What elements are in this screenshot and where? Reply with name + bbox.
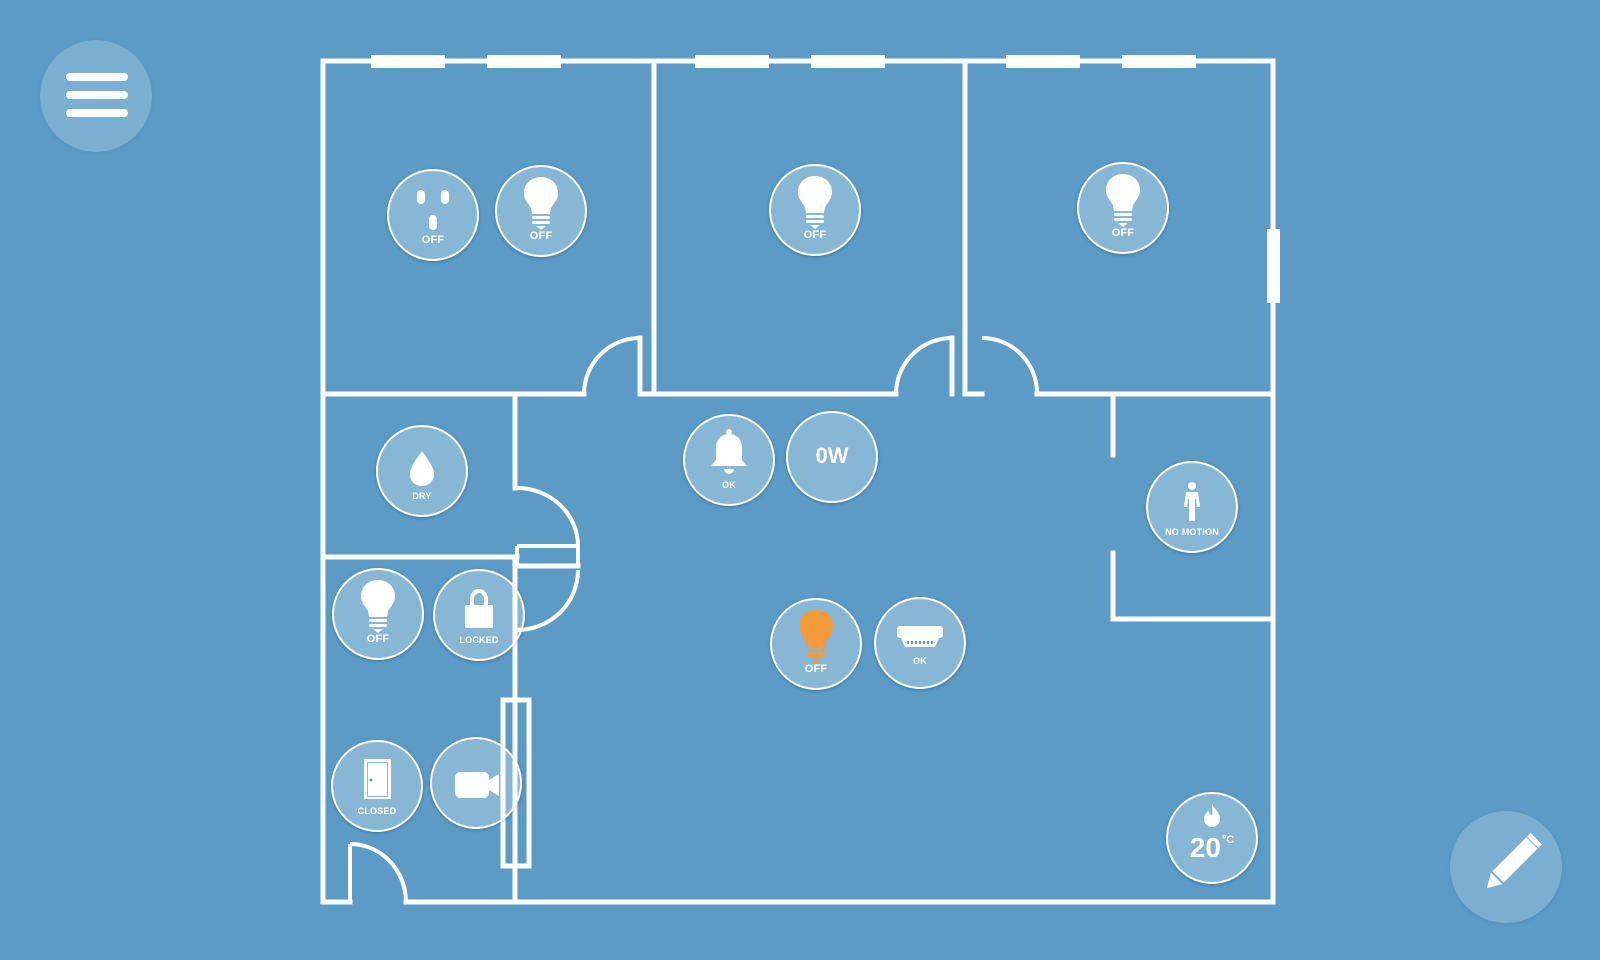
light-bedroom3-status: OFF [1111,227,1135,239]
door-lock-status: LOCKED [459,635,499,645]
outlet-icon [417,190,449,230]
door-swing [981,336,1040,395]
alarm-device[interactable]: OK [683,414,775,506]
lightbulb-icon [798,176,832,229]
smoke-detector-status: OK [913,656,927,666]
door-lock-device[interactable]: LOCKED [433,569,525,661]
person-icon [1184,482,1200,521]
menu-button[interactable] [40,40,152,152]
water-drop-icon [410,451,434,486]
lightbulb-icon [524,177,558,230]
light-bedroom2-status: OFF [803,229,827,241]
water-sensor-device[interactable]: DRY [376,425,468,517]
alarm-status: OK [722,480,736,490]
hamburger-icon [66,73,128,117]
light-bedroom2-device[interactable]: OFF [769,164,861,256]
motion-sensor-status: NO MOTION [1165,527,1219,537]
pencil-icon [1486,833,1542,889]
light-bedroom1-status: OFF [529,230,553,242]
light-bathroom-device[interactable]: OFF [332,568,424,660]
motion-sensor-device[interactable]: NO MOTION [1146,461,1238,553]
window [487,55,561,68]
door-swing [349,842,408,903]
padlock-icon [465,589,493,628]
water-sensor-status: DRY [412,491,432,501]
edit-button[interactable] [1450,811,1562,923]
window [371,55,445,68]
outer-wall [320,58,1276,905]
door-swing [516,569,580,632]
smoke-detector-device[interactable]: OK [874,597,966,689]
window [1122,55,1196,68]
video-camera-icon [455,772,499,798]
light-living-device[interactable]: OFF [770,598,862,690]
window [811,55,885,68]
light-living-status: OFF [804,663,828,675]
window [1267,229,1280,303]
door-sensor-status: CLOSED [357,806,397,816]
power-meter-device[interactable]: 0W [786,411,878,503]
wall [512,554,581,569]
thermostat-value: 20 [1189,832,1221,863]
flame-icon [1204,804,1220,827]
wall [1110,550,1276,622]
window [1006,55,1080,68]
light-bathroom-status: OFF [366,633,390,645]
smoke-detector-icon [897,626,943,647]
camera-device[interactable] [430,737,522,829]
lightbulb-icon [1106,174,1140,227]
door-icon [364,759,391,799]
window [695,55,769,68]
bell-icon [711,429,747,474]
thermostat-device[interactable]: 20°C [1166,792,1258,884]
power-meter-value: 0W [815,443,849,468]
door-sensor-device[interactable]: CLOSED [331,740,423,832]
door-swing [582,336,641,395]
door-swing [894,336,953,395]
thermostat-unit: °C [1221,834,1235,846]
lightbulb-icon [799,610,833,663]
door-swing [516,486,580,547]
light-bedroom1-device[interactable]: OFF [495,165,587,257]
thermostat-reading: 20°C [1168,832,1256,864]
outlet-device[interactable]: OFF [387,169,479,261]
lightbulb-icon [361,580,395,633]
light-bedroom3-device[interactable]: OFF [1077,162,1169,254]
outlet-status: OFF [421,234,445,246]
